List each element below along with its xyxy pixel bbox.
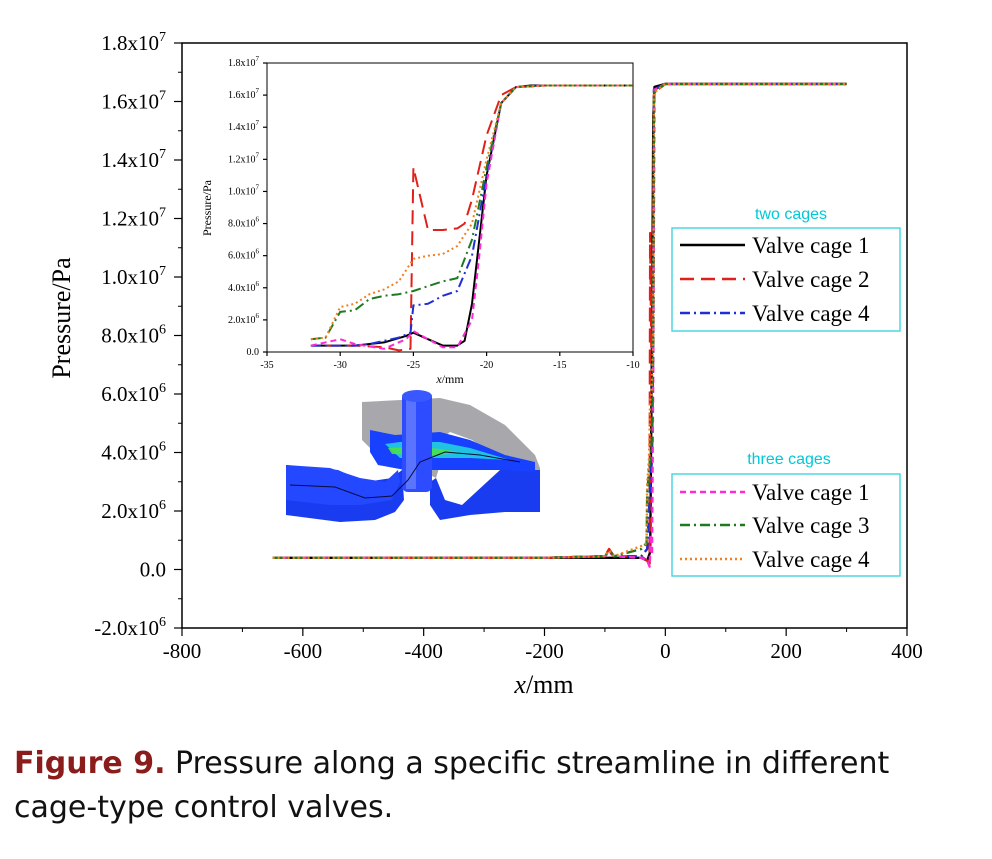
main-y-tick-label: 1.6x107: [101, 89, 166, 114]
inset-series-valve-cage-4-two-cages: [310, 84, 633, 347]
valve-cross-section-illustration: [286, 390, 540, 522]
main-x-tick-label: -400: [404, 639, 443, 663]
inset-x-tick-label: -35: [260, 360, 273, 371]
main-y-tick-label: 0.0: [140, 558, 166, 582]
main-x-tick-label: -800: [163, 639, 202, 663]
legend-two-cages-title: two cages: [755, 206, 827, 223]
legend-label-valve-cage-4-two: Valve cage 4: [752, 301, 870, 326]
valve-inlet-flow: [286, 465, 400, 505]
valve-stem-top: [402, 390, 432, 402]
inset-y-tick-label: 6.0x106: [228, 248, 260, 262]
figure-caption-label: Figure 9.: [14, 746, 166, 781]
valve-outlet-flow: [430, 470, 540, 520]
legend-label-valve-cage-1-three: Valve cage 1: [752, 480, 870, 505]
main-y-tick-label: 6.0x106: [101, 381, 166, 406]
inset-x-tick-label: -10: [626, 360, 639, 371]
valve-stem-highlight: [406, 394, 416, 489]
main-y-tick-label: 4.0x106: [101, 440, 166, 465]
legend-two-cages: two cages Valve cage 1 Valve cage 2 Valv…: [671, 206, 901, 332]
inset-y-tick-label: 8.0x106: [228, 216, 260, 230]
main-x-axis-title: x/mm: [513, 670, 573, 699]
inset-x-ticks: -35 -30 -25 -20 -15 -10: [260, 352, 640, 371]
inset-x-tick-label: -15: [553, 360, 566, 371]
main-y-tick-label: 1.8x107: [101, 30, 166, 55]
inset-series-valve-cage-4-three-cages: [310, 84, 633, 341]
legend-three-cages: three cages Valve cage 1 Valve cage 3 Va…: [671, 451, 901, 577]
inset-x-tick-label: -25: [407, 360, 420, 371]
legend-label-valve-cage-4-three: Valve cage 4: [752, 547, 870, 572]
main-y-tick-label: 1.0x107: [101, 264, 166, 289]
legend-label-valve-cage-1-two: Valve cage 1: [752, 233, 870, 258]
inset-x-tick-label: -20: [480, 360, 493, 371]
inset-y-tick-label: 1.4x107: [228, 119, 260, 133]
main-y-axis-title: Pressure/Pa: [47, 257, 76, 379]
inset-plot-frame: [266, 62, 634, 353]
main-y-tick-label: 2.0x106: [101, 498, 166, 523]
main-y-tick-label: 1.2x107: [101, 206, 166, 231]
inset-y-tick-label: 0.0: [247, 347, 260, 358]
main-series-group: [272, 82, 847, 568]
legend-three-cages-title: three cages: [747, 451, 831, 468]
main-series-valve-cage-3-three-cages: [272, 82, 847, 559]
main-y-tick-label: 1.4x107: [101, 147, 166, 172]
main-y-tick-label: -2.0x106: [94, 615, 166, 640]
inset-y-tick-label: 1.0x107: [228, 183, 260, 197]
inset-y-ticks: 0.0 2.0x106 4.0x106 6.0x106 8.0x106 1.0x107 1.…: [228, 55, 267, 358]
figure-caption: Figure 9. Pressure along a specific stre…: [14, 742, 974, 830]
main-plot: -800 -600 -400 -200 0 200 400 -2.0x106 0.0 2.0x1…: [47, 30, 923, 699]
legend-label-valve-cage-2: Valve cage 2: [752, 267, 870, 292]
inset-series-group: [310, 84, 633, 352]
inset-y-tick-label: 1.6x107: [228, 87, 260, 101]
inset-series-valve-cage-3-three-cages: [310, 84, 633, 341]
inset-plot-background: [267, 63, 633, 352]
valve-streamline: [289, 451, 521, 499]
main-x-tick-label: -200: [525, 639, 564, 663]
inset-x-tick-label: -30: [334, 360, 347, 371]
inset-series-valve-cage-1-three-cages: [310, 84, 633, 350]
main-x-tick-label: 200: [770, 639, 802, 663]
inset-plot: -35 -30 -25 -20 -15 -10 0.0 2.0x106 4.0x106 6.0x…: [200, 55, 640, 386]
inset-x-axis-title: x/mm: [435, 372, 464, 386]
main-y-tick-label: 8.0x106: [101, 323, 166, 348]
inset-series-valve-cage-2-two-cages: [325, 84, 633, 352]
main-x-ticks: -800 -600 -400 -200 0 200 400: [163, 628, 923, 663]
inset-y-tick-label: 2.0x106: [228, 312, 260, 326]
main-x-tick-label: 400: [891, 639, 923, 663]
legend-label-valve-cage-3: Valve cage 3: [752, 513, 870, 538]
main-series-valve-cage-4-three-cages: [272, 82, 847, 559]
figure-caption-text: Pressure along a specific streamline in …: [14, 746, 890, 825]
inset-y-tick-label: 1.8x107: [228, 55, 260, 69]
main-x-tick-label: -600: [284, 639, 323, 663]
main-x-tick-label: 0: [660, 639, 671, 663]
main-y-ticks: -2.0x106 0.0 2.0x106 4.0x106 6.0x106 8.0x106 1…: [94, 30, 182, 640]
inset-y-tick-label: 4.0x106: [228, 280, 260, 294]
inset-y-tick-label: 1.2x107: [228, 151, 260, 165]
inset-y-axis-title: Pressure/Pa: [200, 179, 214, 236]
